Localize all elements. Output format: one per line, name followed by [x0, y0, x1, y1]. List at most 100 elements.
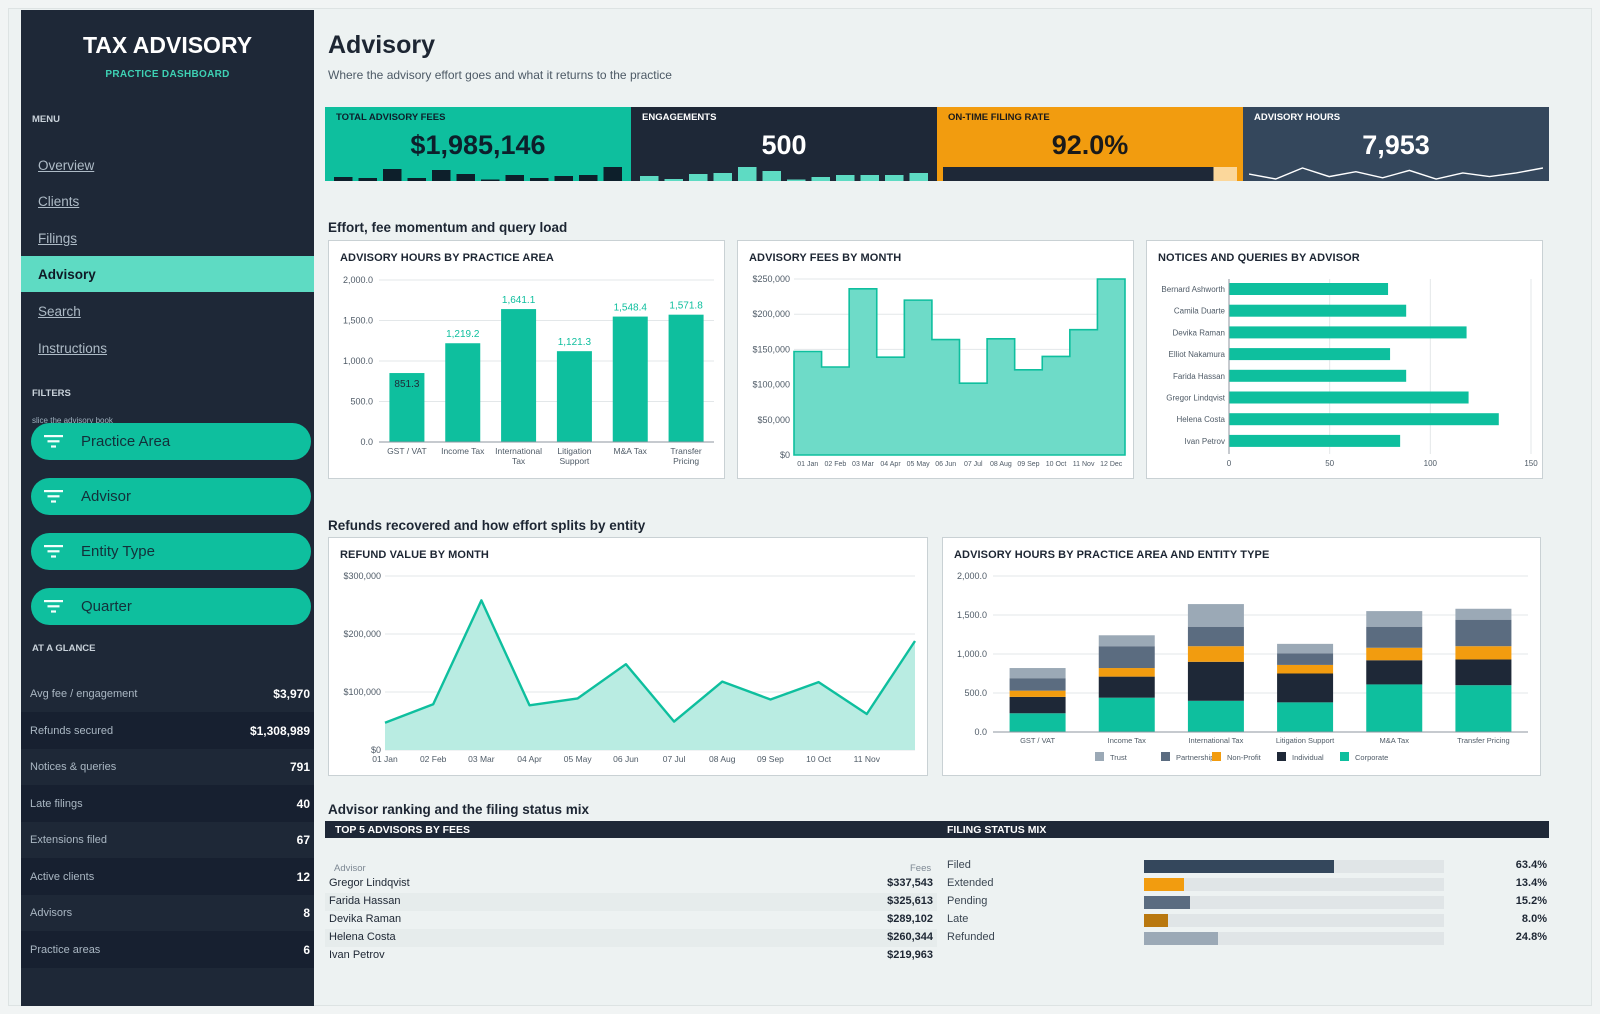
- y-tick-label: 1,500.0: [343, 316, 373, 326]
- kpi-spark-bar: [689, 174, 708, 181]
- filters-heading: FILTERS: [32, 388, 71, 399]
- nav-item-clients[interactable]: Clients: [38, 193, 80, 209]
- section-title-refunds: Refunds recovered and how effort splits …: [328, 518, 646, 533]
- kpi-label: ENGAGEMENTS: [642, 112, 717, 123]
- nav-item-overview[interactable]: Overview: [38, 157, 95, 173]
- x-tick-label: Transfer Pricing: [1457, 736, 1510, 745]
- filter-entity-type-button[interactable]: Entity Type: [31, 533, 311, 570]
- kpi-spark-bar: [909, 173, 928, 181]
- y-tick-label: 500.0: [350, 397, 373, 407]
- x-tick-label: 11 Nov: [1073, 461, 1095, 468]
- x-tick-label: Litigation: [557, 446, 591, 456]
- stacked-bar-segment: [1277, 673, 1334, 703]
- x-tick-label: 10 Oct: [806, 754, 832, 764]
- kpi-value: 500: [761, 130, 807, 160]
- legend-swatch: [1095, 752, 1104, 761]
- x-tick-label: Tax: [512, 456, 526, 466]
- nav-item-search[interactable]: Search: [38, 303, 81, 319]
- x-tick-label: Income Tax: [1108, 736, 1146, 745]
- stacked-bar-segment: [1366, 626, 1423, 648]
- bar: [1229, 304, 1407, 317]
- bar: [501, 309, 537, 442]
- kpi-spark-bar: [530, 178, 549, 181]
- x-tick-label: 12 Dec: [1100, 461, 1123, 468]
- x-tick-label: 04 Apr: [517, 754, 542, 764]
- y-tick-label: $100,000: [343, 687, 381, 697]
- kpi-progress-remaining: [1213, 167, 1237, 181]
- chart-card-hours-by-entity: ADVISORY HOURS BY PRACTICE AREA AND ENTI…: [942, 537, 1541, 776]
- x-tick-label: 11 Nov: [854, 754, 881, 764]
- filter-label: Practice Area: [81, 433, 171, 450]
- x-tick-label: Support: [560, 456, 590, 466]
- stacked-bar-segment: [1098, 697, 1155, 732]
- table-row[interactable]: Helena Costa $260,344: [325, 929, 937, 947]
- kpi-spark-bar: [334, 177, 353, 181]
- y-tick-label: $100,000: [752, 380, 790, 390]
- filter-icon: [44, 490, 63, 503]
- legend-swatch: [1161, 752, 1170, 761]
- fees-area: [793, 278, 1126, 456]
- y-tick-label: 1,000.0: [957, 649, 987, 659]
- x-tick-label: 01 Jan: [372, 754, 398, 764]
- y-tick-label: Ivan Petrov: [1185, 437, 1225, 446]
- status-bar-fill: [1144, 860, 1335, 873]
- y-tick-label: 0.0: [360, 437, 373, 447]
- stacked-bar-segment: [1277, 702, 1334, 732]
- stacked-bar-segment: [1366, 611, 1423, 627]
- kpi-spark-bar: [554, 176, 573, 181]
- stacked-bar-segment: [1009, 696, 1066, 714]
- filter-icon: [44, 435, 63, 448]
- x-tick-label: 08 Aug: [709, 754, 736, 764]
- stacked-bar-segment: [1098, 676, 1155, 698]
- chart-card-hours-by-area: ADVISORY HOURS BY PRACTICE AREA 0.0 500.0…: [328, 240, 725, 479]
- x-tick-label: 10 Oct: [1046, 461, 1067, 468]
- y-tick-label: Camila Duarte: [1174, 307, 1226, 316]
- main-content: Advisory Where the advisory effort goes …: [314, 9, 1593, 1007]
- table-row[interactable]: Gregor Lindqvist $337,543: [329, 877, 933, 889]
- kpi-card-engagements: ENGAGEMENTS 500: [631, 107, 937, 181]
- legend-label: Non-Profit: [1227, 753, 1262, 762]
- kpi-card-advisory-hours: ADVISORY HOURS 7,953: [1243, 107, 1549, 181]
- section-title-ranking: Advisor ranking and the filing status mi…: [328, 802, 590, 817]
- bar: [1229, 391, 1469, 404]
- status-bar-fill: [1144, 878, 1185, 891]
- kpi-spark-bar: [787, 179, 806, 181]
- y-tick-label: $200,000: [343, 629, 381, 639]
- status-bar-track: [1144, 896, 1444, 909]
- y-tick-label: $150,000: [752, 344, 790, 354]
- legend-label: Individual: [1292, 753, 1324, 762]
- nav-item-filings[interactable]: Filings: [38, 230, 78, 246]
- y-tick-label: $250,000: [752, 274, 790, 284]
- y-tick-label: $50,000: [757, 415, 790, 425]
- x-tick-label: 150: [1524, 459, 1538, 468]
- filing-status-row-pending: Pending 15.2%: [947, 895, 1547, 909]
- table-row[interactable]: Devika Raman $289,102: [329, 913, 933, 925]
- col-header-advisor: Advisor: [334, 863, 366, 874]
- nav-item-instructions[interactable]: Instructions: [38, 340, 108, 356]
- bar: [612, 316, 648, 442]
- filter-practice-area-button[interactable]: Practice Area: [31, 423, 311, 460]
- stacked-bar-segment: [1455, 619, 1512, 647]
- y-tick-label: Helena Costa: [1177, 415, 1226, 424]
- y-tick-label: $300,000: [343, 571, 381, 581]
- refund-line: [384, 599, 917, 724]
- filter-advisor-button[interactable]: Advisor: [31, 478, 311, 515]
- x-tick-label: GST / VAT: [387, 446, 427, 456]
- nav-item-advisory[interactable]: Advisory: [21, 256, 314, 292]
- filter-quarter-button[interactable]: Quarter: [31, 588, 311, 625]
- table-row[interactable]: Farida Hassan $325,613: [325, 893, 937, 911]
- bar: [1229, 413, 1499, 426]
- table-row[interactable]: Ivan Petrov $219,963: [329, 949, 933, 961]
- bar: [1229, 348, 1391, 361]
- glance-row-refunds: Refunds secured $1,308,989: [21, 712, 314, 749]
- status-bar-fill: [1144, 896, 1190, 909]
- x-tick-label: 05 May: [907, 461, 930, 468]
- top-advisors-title: TOP 5 ADVISORS BY FEES: [335, 824, 470, 836]
- data-label: 851.3: [394, 379, 419, 390]
- notices-by-advisor-chart: 0 50 100 150 Bernard Ashworth Camila Duarte De…: [1161, 279, 1538, 468]
- kpi-spark-line: [1249, 167, 1543, 180]
- x-tick-label: M&A Tax: [614, 446, 648, 456]
- sidebar: TAX ADVISORY PRACTICE DASHBOARD MENU Ove…: [21, 10, 314, 1006]
- stacked-bar-segment: [1009, 678, 1066, 691]
- chart-card-refund-value: REFUND VALUE BY MONTH $0 $100,000 $200,000…: [328, 537, 928, 776]
